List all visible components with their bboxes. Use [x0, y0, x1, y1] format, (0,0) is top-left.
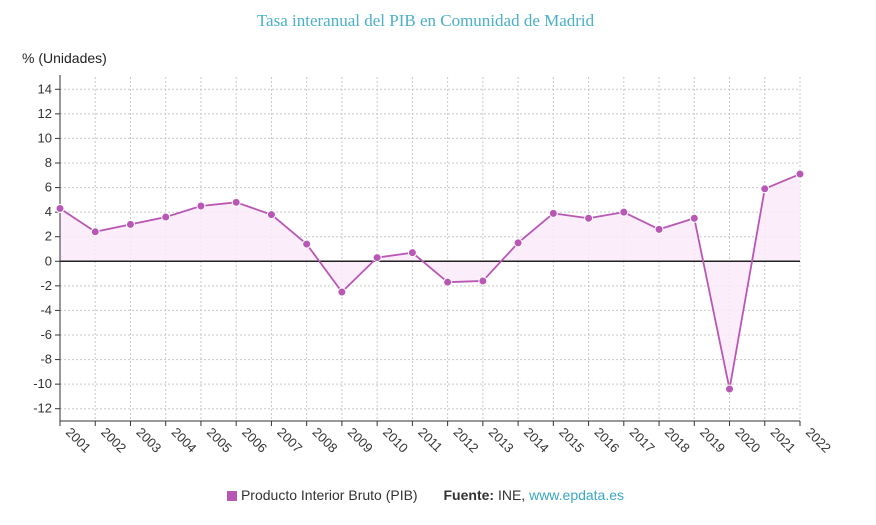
x-tick-label: 2019 [697, 425, 728, 456]
data-point [125, 219, 135, 229]
y-tick-labels: 14 12 10 8 6 4 2 0 -2 -4 -6 -8 -10 -12 [33, 81, 52, 415]
data-point [654, 224, 664, 234]
y-axis-unit-label: % (Unidades) [22, 50, 107, 66]
y-tick-label: -4 [40, 302, 52, 317]
y-tick-label: 10 [38, 130, 52, 145]
x-tick-labels: 2001 2002 2003 2004 2005 2006 2007 2008 2009 2010… [63, 425, 834, 456]
y-tick-label: 14 [38, 81, 52, 96]
x-tick-label: 2017 [627, 425, 658, 456]
x-tick-label: 2011 [415, 425, 445, 455]
data-point [372, 253, 382, 263]
data-point [337, 287, 347, 297]
data-point [760, 184, 770, 194]
y-tick-label: 6 [45, 180, 52, 195]
data-point [161, 212, 171, 222]
data-point [231, 197, 241, 207]
data-point [407, 248, 417, 258]
data-point [795, 169, 805, 179]
y-tick-label: -10 [33, 376, 52, 391]
x-tick-label: 2015 [556, 425, 587, 456]
data-point [266, 210, 276, 220]
source-label: Fuente: [443, 487, 495, 503]
data-point [478, 276, 488, 286]
x-tick-label: 2020 [732, 425, 763, 456]
source: Fuente: INE, www.epdata.es [444, 487, 625, 503]
data-point [443, 277, 453, 287]
data-point [689, 213, 699, 223]
data-point [55, 203, 65, 213]
x-tick-label: 2001 [63, 425, 94, 456]
area-fill [60, 174, 800, 390]
area-path [60, 174, 800, 390]
data-point [548, 208, 558, 218]
y-tick-label: -8 [40, 352, 52, 367]
x-tick-label: 2014 [521, 425, 552, 456]
y-tick-label: 12 [38, 106, 52, 121]
x-tick-label: 2005 [204, 425, 235, 456]
x-tick-label: 2008 [310, 425, 341, 456]
y-tick-label: -12 [33, 401, 52, 416]
legend: Producto Interior Bruto (PIB) Fuente: IN… [0, 487, 851, 503]
x-tick-label: 2022 [803, 425, 834, 456]
data-point [90, 227, 100, 237]
source-text: INE, [497, 487, 526, 503]
y-tick-label: 0 [45, 253, 52, 268]
source-link[interactable]: www.epdata.es [529, 487, 625, 503]
data-point [302, 239, 312, 249]
axes [55, 75, 801, 426]
x-tick-label: 2010 [380, 425, 411, 456]
data-point [513, 238, 523, 248]
data-point [584, 213, 594, 223]
chart-title: Tasa interanual del PIB en Comunidad de … [256, 11, 595, 30]
data-series [55, 169, 805, 394]
x-tick-label: 2021 [768, 425, 799, 456]
x-tick-label: 2006 [239, 425, 270, 456]
y-tick-label: 2 [45, 229, 52, 244]
legend-swatch [226, 491, 237, 501]
x-tick-label: 2018 [662, 425, 693, 456]
x-tick-label: 2002 [98, 425, 129, 456]
x-tick-label: 2003 [133, 425, 164, 456]
x-tick-label: 2009 [345, 425, 376, 456]
y-tick-label: -2 [40, 278, 52, 293]
y-tick-label: -6 [40, 327, 52, 342]
data-point [196, 201, 206, 211]
x-tick-label: 2007 [274, 425, 305, 456]
legend-series-label[interactable]: Producto Interior Bruto (PIB) [240, 487, 418, 503]
y-tick-label: 4 [45, 204, 52, 219]
x-tick-label: 2013 [486, 425, 517, 456]
x-tick-label: 2004 [169, 425, 200, 456]
data-point [619, 207, 629, 217]
data-point [725, 384, 735, 394]
x-tick-label: 2012 [450, 425, 481, 456]
series-line [59, 173, 801, 390]
x-tick-label: 2016 [591, 425, 622, 456]
y-tick-label: 8 [45, 155, 52, 170]
